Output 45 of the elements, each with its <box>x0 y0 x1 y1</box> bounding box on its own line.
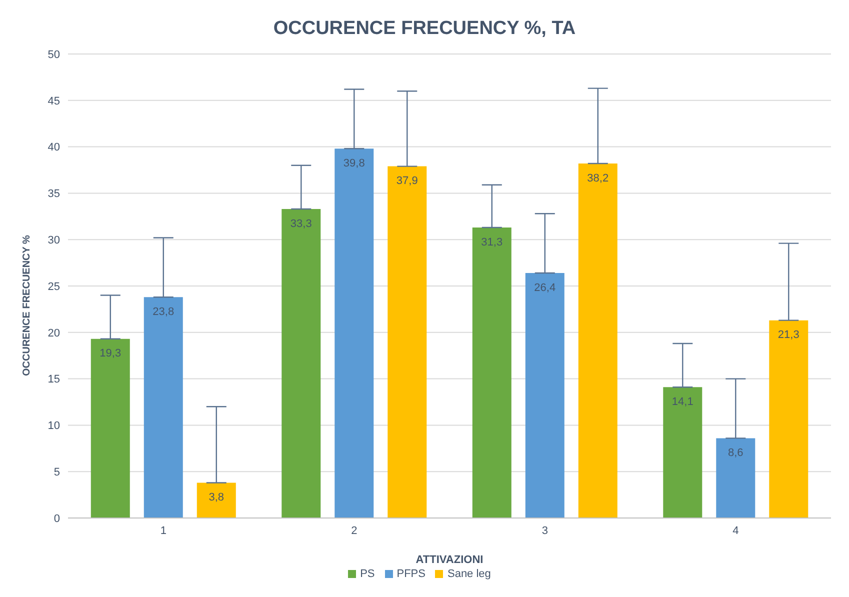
y-tick-label: 20 <box>48 327 60 340</box>
bar <box>334 148 374 518</box>
x-tick-label: 3 <box>542 524 548 537</box>
bar <box>282 208 321 518</box>
y-tick-label: 5 <box>54 466 60 479</box>
bar <box>388 166 427 518</box>
data-label: 39,8 <box>343 157 365 170</box>
y-tick-label: 50 <box>48 48 60 61</box>
data-label: 14,1 <box>672 396 694 408</box>
y-tick-label: 15 <box>48 374 60 386</box>
x-tick-label: 1 <box>160 524 166 537</box>
bar <box>90 338 130 518</box>
bar <box>716 438 756 518</box>
y-tick-label: 10 <box>48 420 60 432</box>
legend-label: PS <box>360 568 375 580</box>
x-tick-label: 2 <box>351 524 358 537</box>
x-axis-title: ATTIVAZIONI <box>416 554 484 566</box>
data-label: 8,6 <box>728 447 744 459</box>
data-label: 23,8 <box>152 306 174 318</box>
legend-label: PFPS <box>396 568 426 580</box>
bar <box>196 482 236 518</box>
data-label: 19,3 <box>100 348 122 360</box>
y-tick-label: 40 <box>48 142 60 154</box>
y-tick-label: 35 <box>48 188 60 200</box>
x-tick-label: 4 <box>732 524 739 537</box>
data-label: 31,3 <box>481 236 503 248</box>
bar <box>578 164 618 518</box>
bar <box>472 228 512 518</box>
chart-title: OCCURENCE FRECUENCY %, TA <box>272 17 577 40</box>
y-axis-title: OCCURENCE FRECUENCY % <box>22 234 33 376</box>
y-tick-label: 45 <box>48 95 60 108</box>
y-tick-label: 30 <box>48 234 60 247</box>
y-tick-label: 0 <box>54 512 60 525</box>
bar <box>144 297 183 518</box>
bar <box>769 320 808 518</box>
legend-label: Sane leg <box>447 568 491 580</box>
data-label: 3,8 <box>208 492 224 504</box>
data-label: 33,3 <box>290 218 312 230</box>
data-label: 37,9 <box>396 175 418 188</box>
bar <box>663 387 702 518</box>
data-label: 38,2 <box>587 172 609 184</box>
data-label: 21,3 <box>778 329 800 342</box>
data-label: 26,4 <box>534 282 556 294</box>
bar <box>525 273 564 518</box>
y-tick-label: 25 <box>48 280 60 293</box>
